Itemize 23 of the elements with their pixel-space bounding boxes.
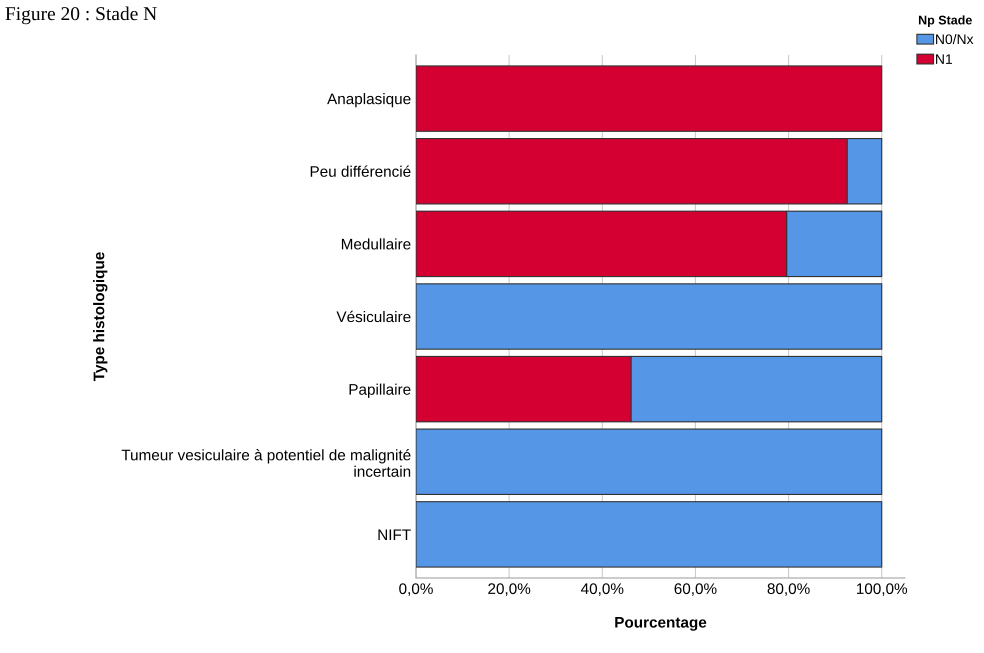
y-tick-label: Medullaire <box>342 238 410 250</box>
legend-label: N0/Nx <box>936 34 974 44</box>
y-axis-title: Type histologique <box>93 252 108 382</box>
legend-label: N1 <box>936 54 952 64</box>
y-tick-label: Peu différencié <box>310 166 410 177</box>
x-axis-title: Pourcentage <box>615 617 706 631</box>
bar <box>416 428 882 496</box>
y-tick-label: Anaplasique <box>327 93 410 108</box>
y-tick-label: Papillaire <box>350 384 410 398</box>
x-tick-label: 40,0% <box>580 583 624 596</box>
y-tick-label: Tumeur vesiculaire à potentiel de malignité incertain <box>122 449 410 477</box>
y-tick-label: Vésiculaire <box>336 310 410 322</box>
bar <box>416 65 882 132</box>
bar <box>416 283 882 350</box>
x-tick-label: 0,0% <box>399 583 433 596</box>
caption: Figure 20 : Stade N <box>5 6 157 24</box>
x-tick-label: 100,0% <box>856 583 908 596</box>
legend-title: Np Stade <box>918 15 972 28</box>
x-tick-label: 20,0% <box>488 583 530 596</box>
x-tick-label: 60,0% <box>674 583 717 596</box>
bar <box>416 501 882 568</box>
y-tick-label: NIFT <box>378 529 411 540</box>
x-tick-label: 80,0% <box>768 583 810 596</box>
